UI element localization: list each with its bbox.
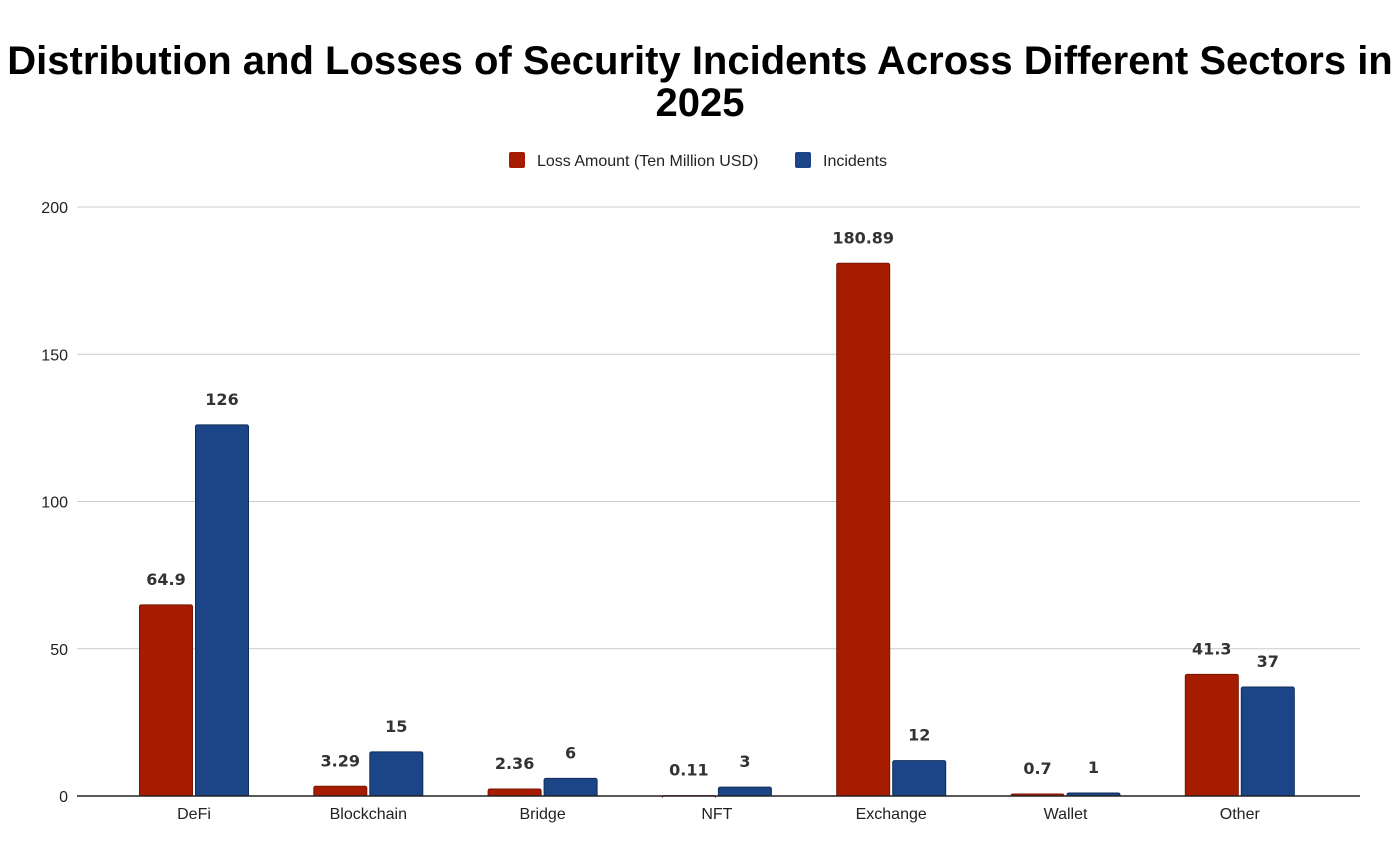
bar — [543, 777, 598, 797]
bar — [487, 788, 542, 797]
data-label: 41.3 — [1192, 639, 1231, 658]
bar — [836, 262, 891, 797]
data-label: 0.11 — [669, 761, 708, 780]
data-label: 2.36 — [495, 754, 534, 773]
y-tick-label: 150 — [41, 347, 68, 364]
data-label: 64.9 — [146, 570, 185, 589]
x-tick-label: Exchange — [856, 806, 927, 823]
bar — [369, 751, 424, 797]
bar — [1184, 673, 1239, 797]
data-label: 3 — [739, 752, 750, 771]
data-label: 3.29 — [321, 751, 360, 770]
data-label: 37 — [1257, 652, 1279, 671]
x-tick-label: Bridge — [519, 806, 565, 823]
x-tick-label: DeFi — [177, 806, 211, 823]
bar — [313, 785, 368, 797]
legend-swatch — [795, 152, 811, 168]
y-tick-label: 200 — [41, 200, 68, 217]
data-label: 1 — [1088, 758, 1099, 777]
bar — [1240, 686, 1295, 797]
chart-title: Distribution and Losses of Security Inci… — [7, 39, 1393, 125]
data-label: 0.7 — [1023, 759, 1051, 778]
y-tick-label: 0 — [59, 789, 68, 806]
x-tick-label: Other — [1220, 806, 1261, 823]
data-label: 6 — [565, 743, 576, 762]
y-tick-label: 100 — [41, 495, 68, 512]
legend-label: Incidents — [823, 153, 887, 170]
data-label: 12 — [908, 726, 930, 745]
x-tick-label: Blockchain — [330, 806, 407, 823]
bar — [892, 760, 947, 797]
data-label: 180.89 — [832, 228, 894, 247]
legend-swatch — [509, 152, 525, 168]
x-tick-label: Wallet — [1044, 806, 1088, 823]
y-tick-label: 50 — [50, 642, 68, 659]
x-tick-label: NFT — [701, 806, 732, 823]
data-label: 126 — [205, 390, 238, 409]
bar — [139, 604, 193, 797]
data-label: 15 — [385, 717, 407, 736]
legend-label: Loss Amount (Ten Million USD) — [537, 153, 758, 170]
bar — [195, 424, 249, 797]
bar — [717, 786, 772, 797]
